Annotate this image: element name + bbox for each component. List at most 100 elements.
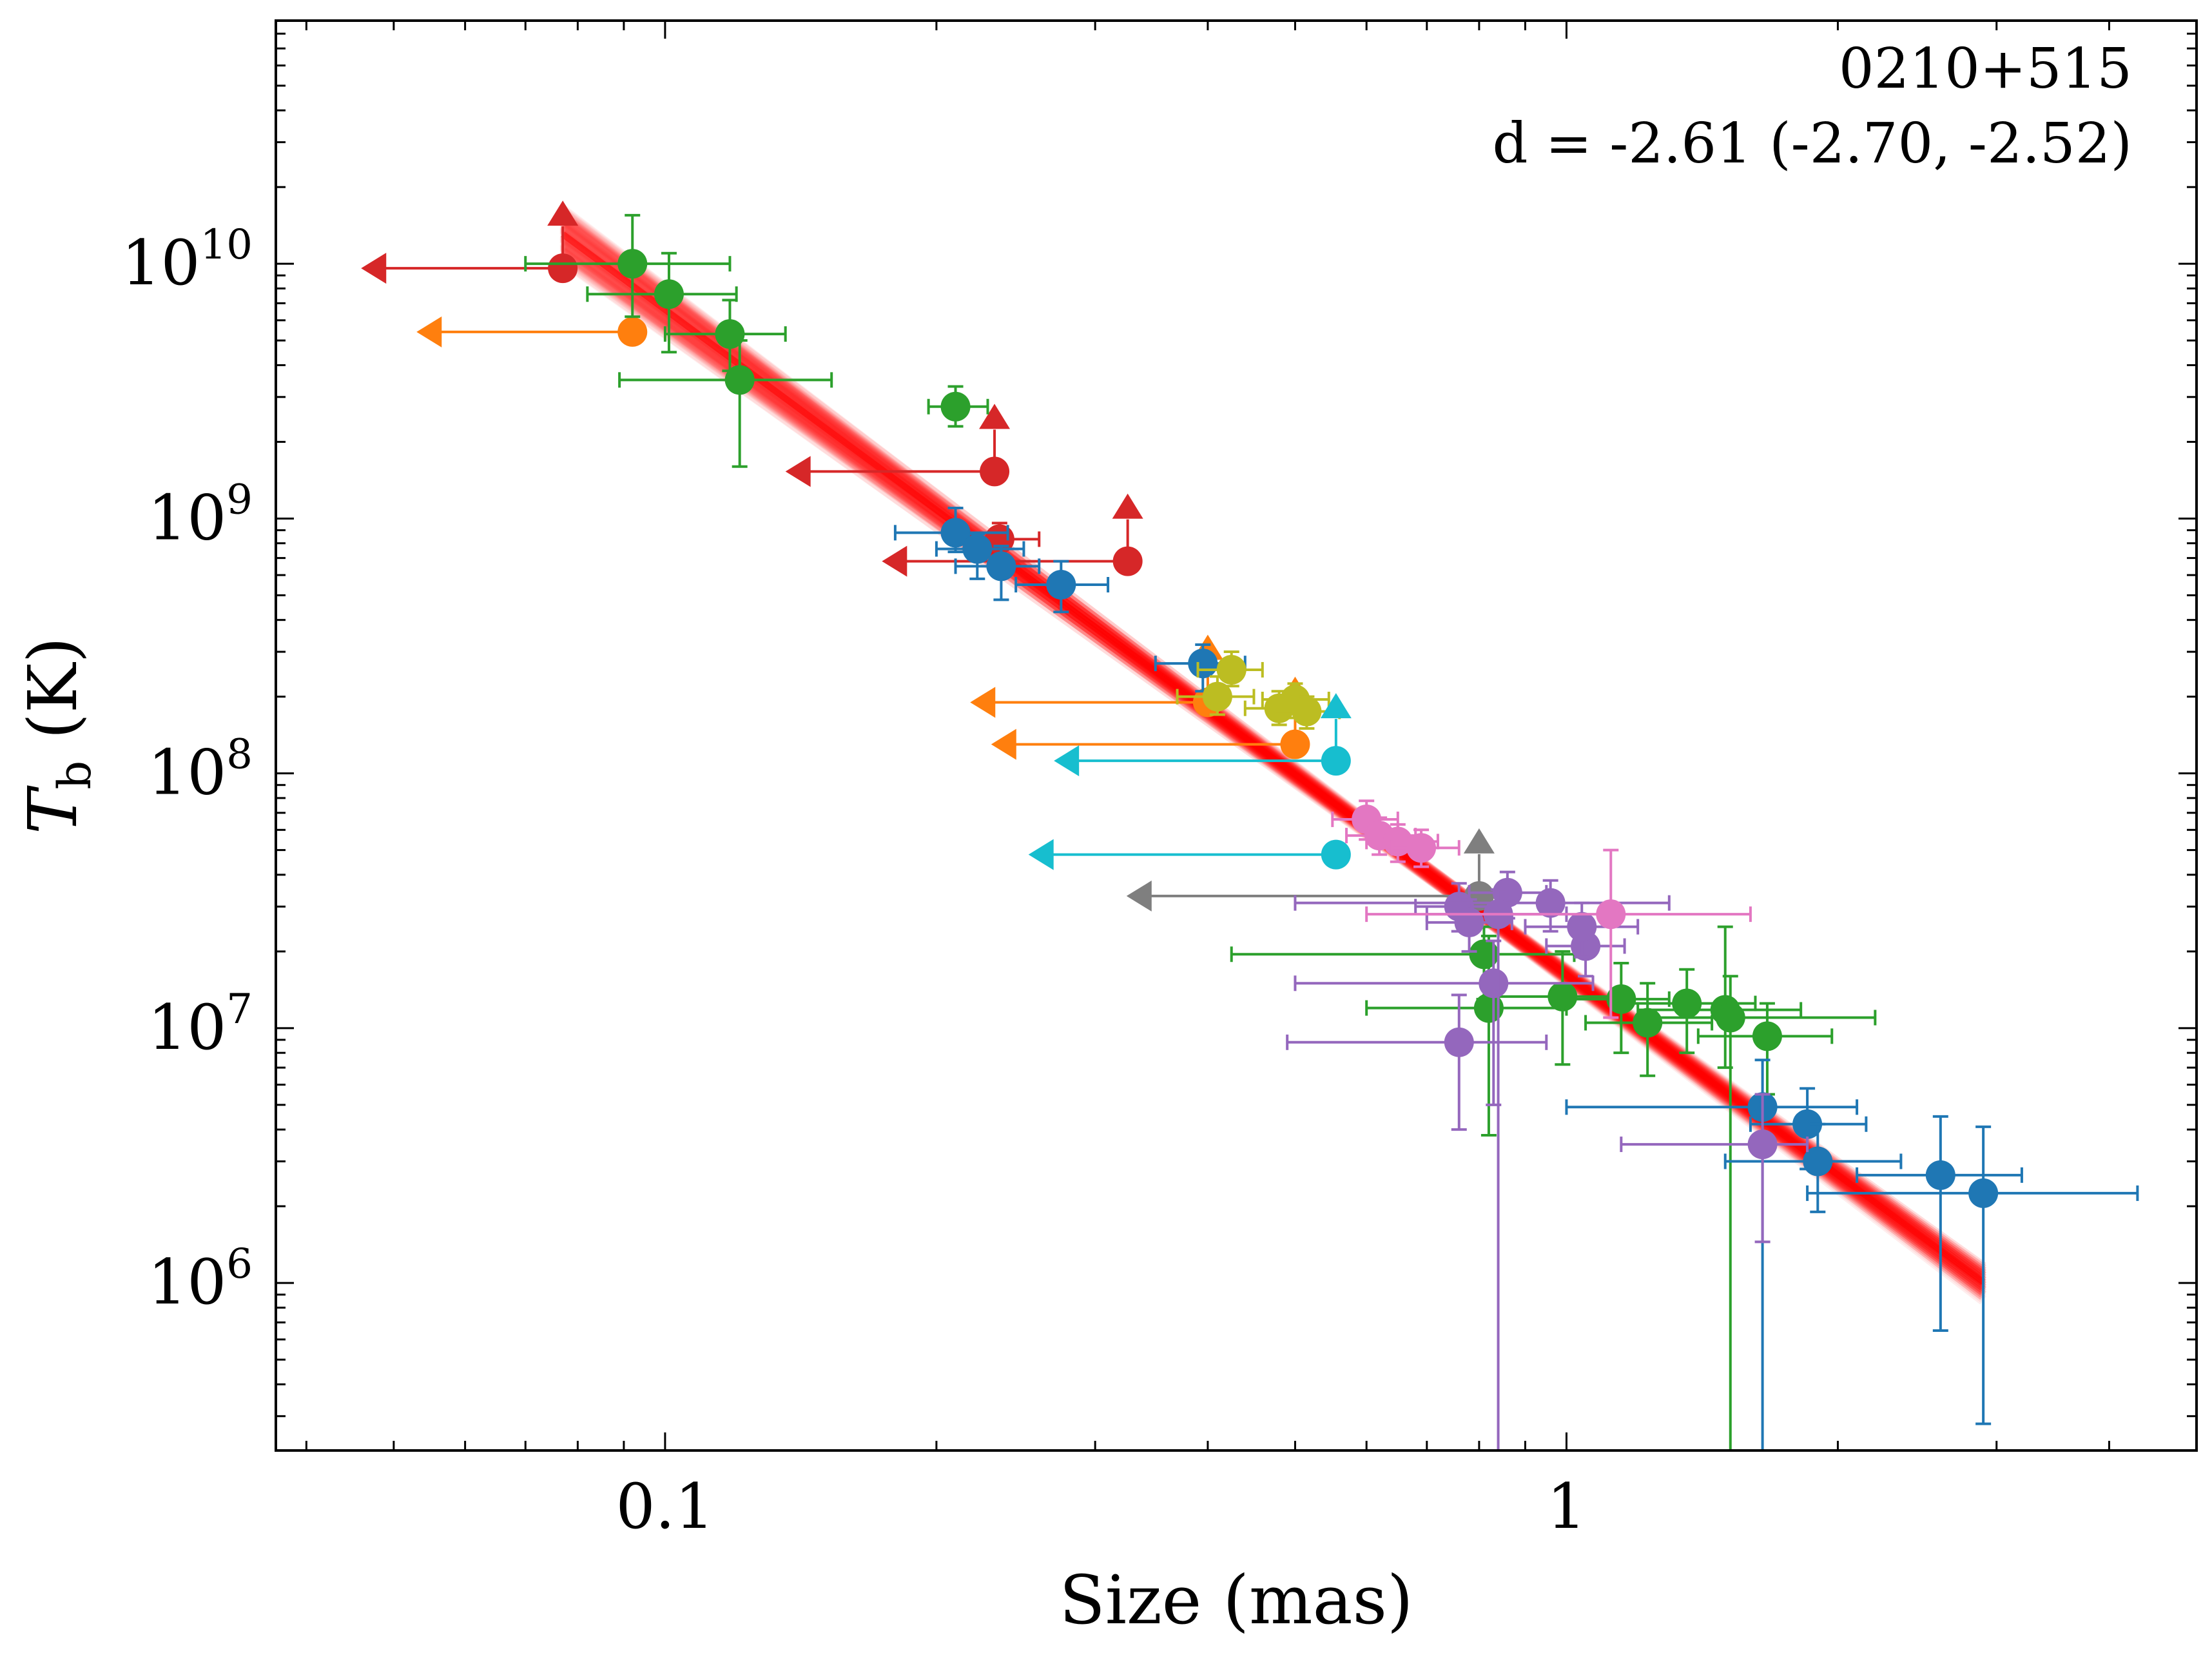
up-arrowhead	[1112, 493, 1143, 519]
data-point-red	[361, 200, 579, 284]
left-arrowhead	[1126, 880, 1152, 912]
y-axis-label: Tb (K)	[14, 637, 101, 834]
data-point-green	[1652, 975, 1877, 1450]
data-marker	[1444, 1027, 1474, 1057]
left-arrowhead	[1054, 745, 1080, 777]
data-marker	[1925, 1160, 1955, 1190]
data-marker	[1672, 988, 1702, 1019]
fit-line	[559, 253, 1986, 1274]
series-olive	[1176, 650, 1341, 730]
data-point-green	[1497, 950, 1626, 1066]
data-marker	[1321, 746, 1351, 776]
data-point-green	[1365, 934, 1568, 1137]
data-marker	[548, 253, 578, 284]
x-tick-label: 0.1	[616, 1470, 715, 1543]
data-marker	[617, 249, 648, 279]
up-arrowhead	[1463, 828, 1495, 854]
data-point-red	[785, 404, 1011, 487]
data-point-blue	[893, 507, 1009, 554]
data-marker	[940, 391, 971, 422]
data-marker	[940, 518, 971, 548]
fit-band	[559, 205, 1986, 1305]
data-marker	[980, 456, 1010, 487]
data-marker	[962, 534, 993, 564]
data-marker	[986, 551, 1016, 581]
data-marker	[1112, 546, 1143, 576]
data-point-blue	[1806, 1125, 2139, 1425]
data-marker	[1188, 649, 1218, 679]
data-point-blue	[1014, 560, 1110, 614]
left-arrowhead	[361, 253, 387, 284]
fit-line	[559, 210, 1986, 1298]
data-marker	[1535, 888, 1566, 918]
data-marker	[617, 317, 648, 347]
data-marker	[654, 279, 684, 309]
data-point-blue	[954, 545, 1041, 601]
data-point-green	[1230, 925, 1576, 1001]
fit-slope-annotation: d = -2.61 (-2.70, -2.52)	[1492, 112, 2132, 176]
fit-line	[559, 211, 1986, 1296]
data-marker	[1567, 912, 1597, 942]
x-axis-label: Size (mas)	[1059, 1561, 1413, 1639]
data-marker	[1479, 968, 1509, 999]
left-arrowhead	[785, 456, 811, 487]
data-point-purple	[1286, 993, 1548, 1131]
series-blue	[893, 507, 2139, 1450]
data-marker	[1752, 1021, 1782, 1051]
data-point-blue	[935, 532, 1025, 580]
data-marker	[1596, 899, 1626, 930]
data-marker	[1968, 1178, 1999, 1208]
data-marker	[1792, 1109, 1823, 1139]
data-marker	[1747, 1129, 1778, 1160]
data-point-purple	[1524, 901, 1640, 959]
data-marker	[1547, 981, 1578, 1011]
data-marker	[1454, 907, 1484, 937]
y-tick-label: 108	[148, 731, 253, 809]
series-green	[524, 213, 1877, 1450]
data-marker	[1469, 939, 1499, 970]
data-marker	[1473, 993, 1504, 1023]
series-cyan	[1028, 693, 1352, 870]
data-marker	[1202, 681, 1232, 712]
data-point-blue	[1856, 1115, 2023, 1333]
data-point-cyan	[1054, 693, 1352, 777]
left-arrowhead	[991, 728, 1016, 760]
data-point-pink	[1365, 848, 1752, 1019]
data-marker	[1715, 1002, 1745, 1033]
data-point-olive	[1274, 695, 1341, 730]
up-arrowhead	[1320, 693, 1352, 719]
axis-tick-labels: 0.1 1 106 107 108 109 1010	[121, 221, 1586, 1543]
left-arrowhead	[1028, 839, 1054, 870]
data-points	[361, 200, 2139, 1450]
up-arrowhead	[979, 404, 1011, 429]
data-point-purple	[1620, 1093, 1809, 1244]
left-arrowhead	[970, 687, 996, 718]
data-point-pink	[1390, 828, 1460, 868]
series-pink	[1331, 799, 1752, 1019]
y-tick-label: 107	[148, 986, 253, 1064]
data-marker	[1406, 833, 1437, 863]
data-marker	[1216, 654, 1247, 685]
data-marker	[1280, 729, 1310, 759]
data-point-green	[618, 339, 833, 468]
y-tick-label: 106	[148, 1240, 253, 1318]
left-arrowhead	[882, 545, 907, 577]
axis-ticks	[276, 19, 2198, 1450]
x-tick-label: 1	[1547, 1470, 1586, 1543]
y-tick-label: 109	[148, 476, 253, 554]
data-point-green	[586, 251, 738, 354]
data-point-green	[927, 385, 989, 428]
data-point-green	[524, 213, 732, 318]
data-point-orange	[416, 316, 648, 347]
fit-line	[559, 238, 1986, 1290]
data-point-blue	[1723, 1122, 1903, 1213]
left-arrowhead	[416, 316, 442, 347]
data-marker	[1321, 839, 1351, 870]
data-point-olive	[1196, 650, 1264, 688]
data-marker	[1046, 570, 1076, 600]
plot-frame	[275, 19, 2198, 1452]
source-name-annotation: 0210+515	[1839, 37, 2132, 101]
data-marker	[724, 365, 755, 395]
